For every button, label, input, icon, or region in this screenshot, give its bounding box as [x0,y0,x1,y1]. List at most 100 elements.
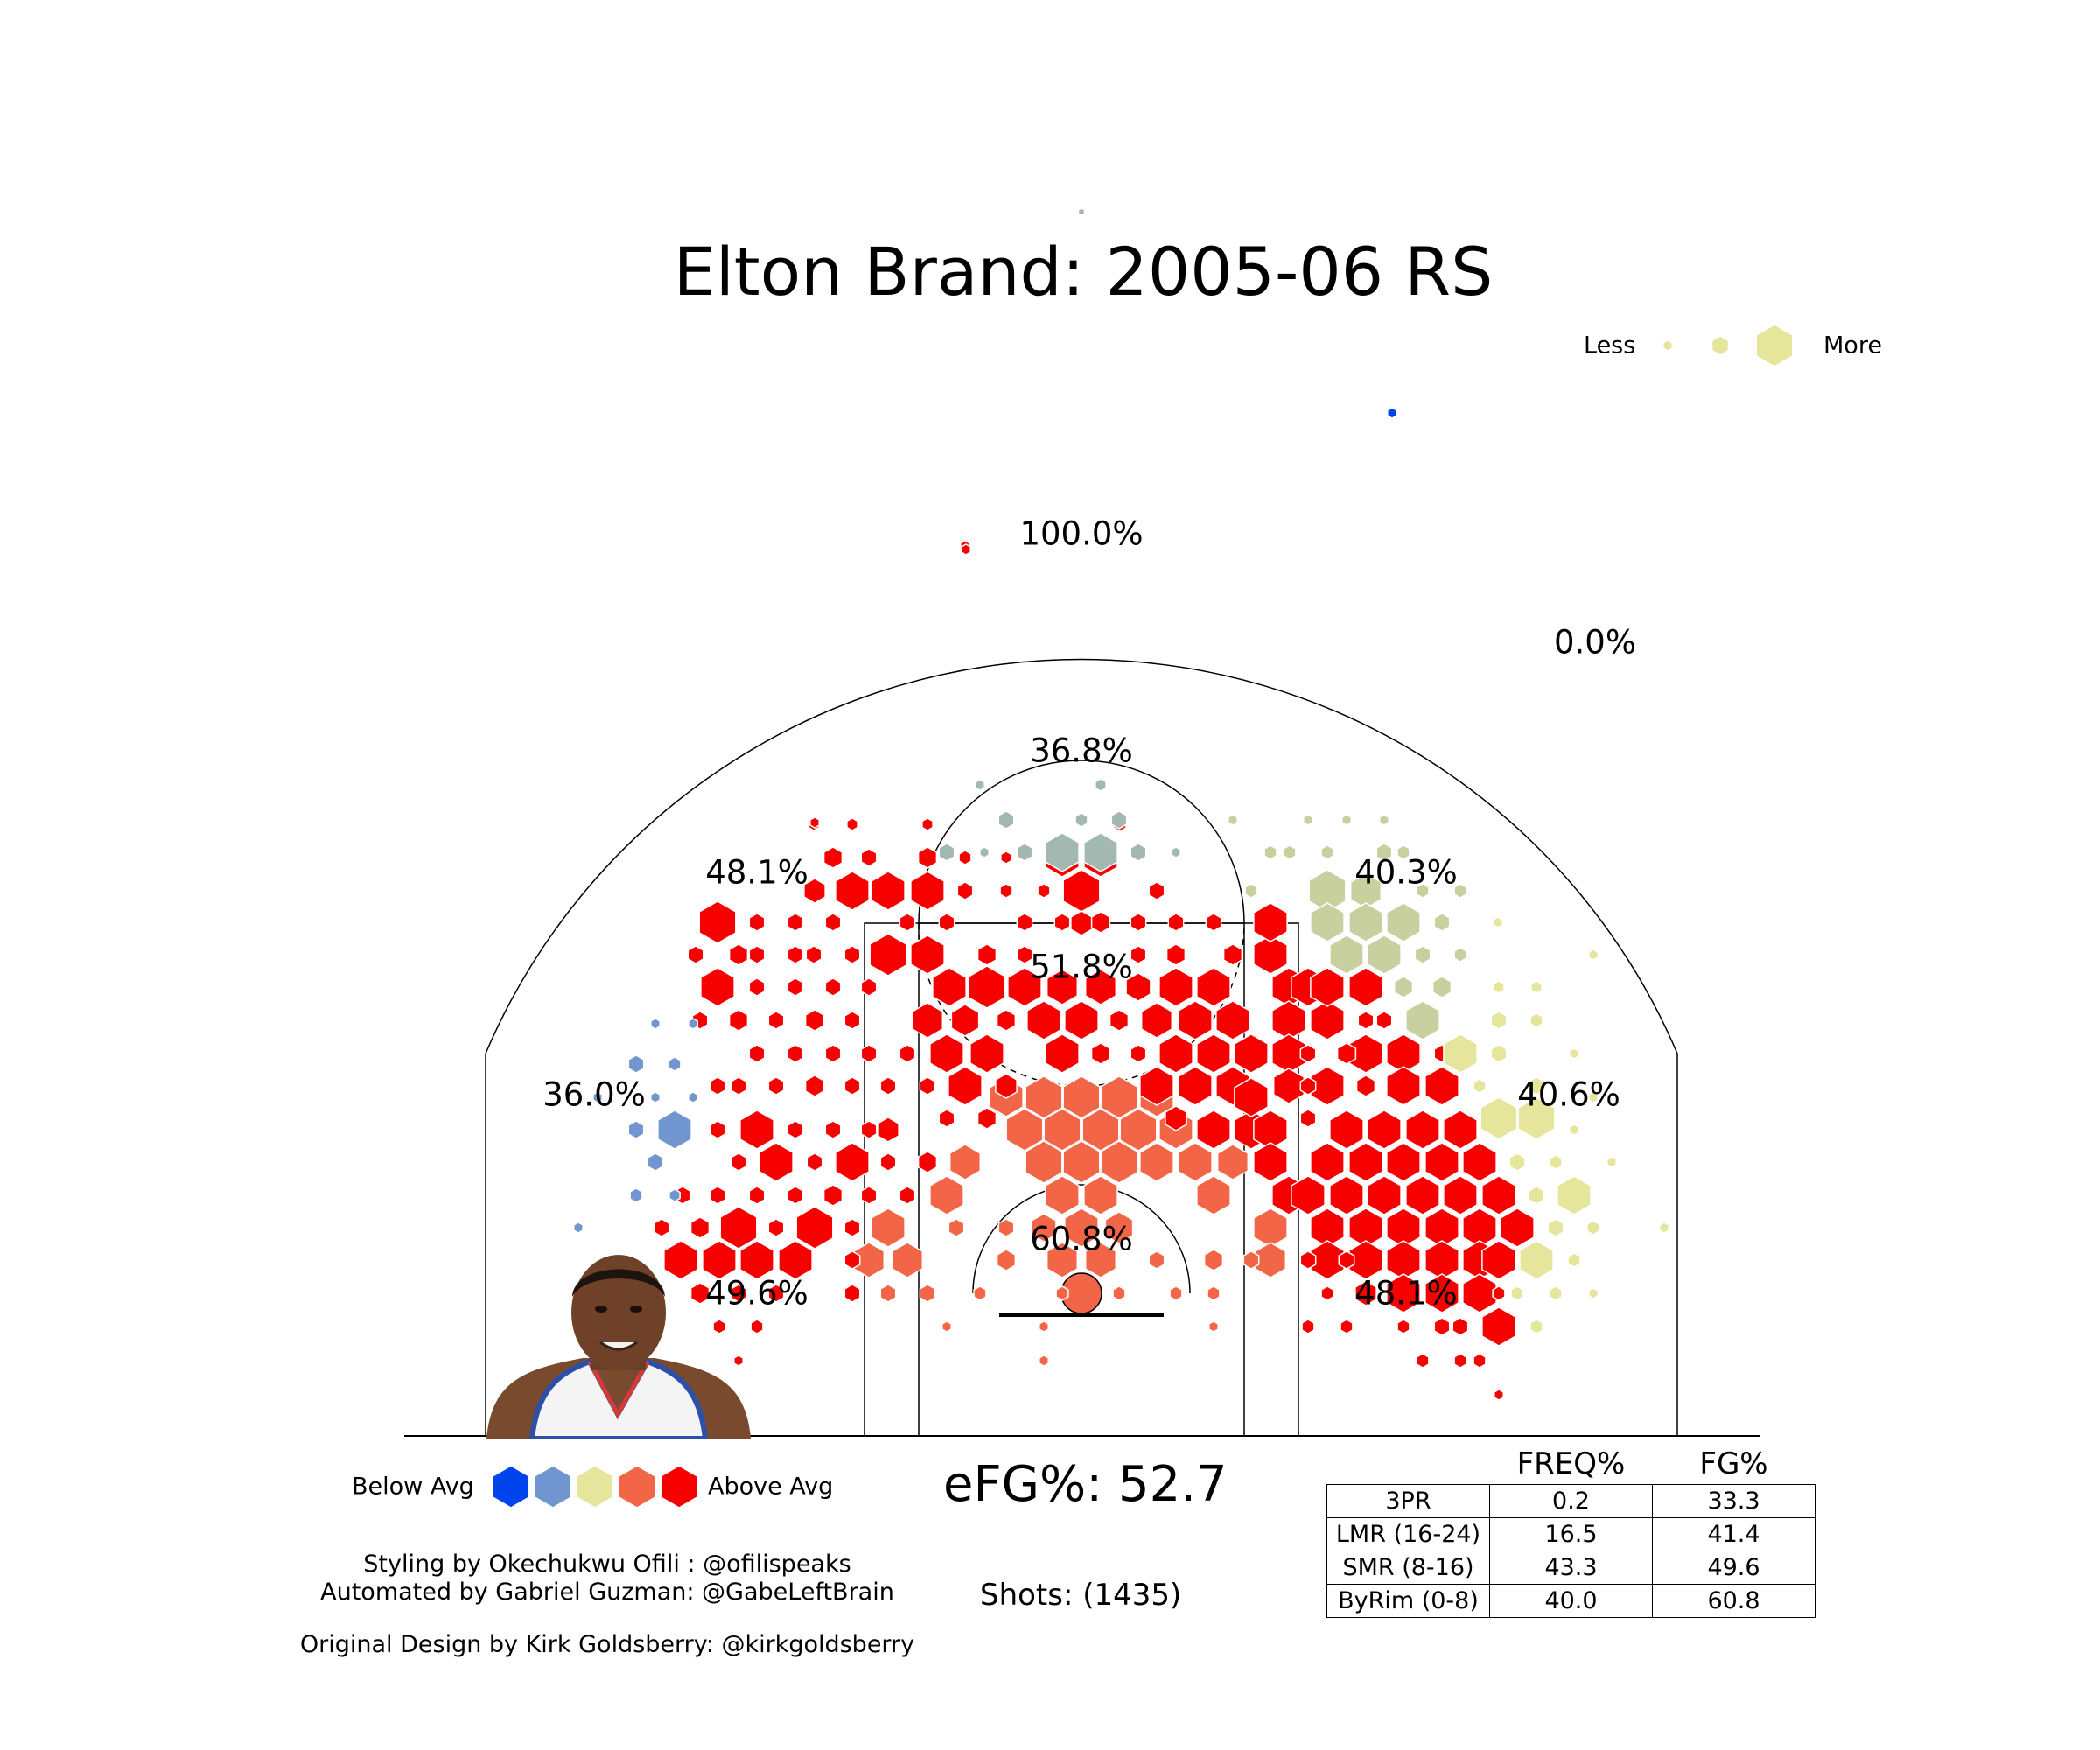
header-blank [1327,1444,1490,1485]
shot-hex [1386,1142,1421,1182]
shot-hex [860,977,878,997]
shot-hex [1125,972,1152,1002]
shot-hex [1424,1066,1460,1106]
shot-hex [860,1120,878,1139]
shot-hex [709,1076,726,1096]
shot-hex [950,1004,980,1037]
shot-hex [1242,1250,1260,1270]
shot-hex [1139,1142,1174,1182]
zone-label-backcourt-left: 100.0% [1019,514,1144,553]
shot-hex [647,1152,664,1172]
shot-hex [1301,1319,1315,1334]
shot-hex [1433,913,1451,932]
shot-hex [1473,1078,1487,1094]
color-legend [492,1465,698,1508]
shot-hex [627,1054,645,1074]
shot-hex [1473,1353,1487,1368]
hair [572,1269,665,1297]
shot-hex [948,1066,983,1106]
shot-hex [871,1208,906,1248]
shot-hex [996,1009,1017,1032]
size-legend-less: Less [1584,332,1636,360]
shot-hex [824,1120,842,1139]
shot-hex [1104,1211,1134,1244]
free-throw-circle-top [918,760,1245,924]
shot-hex [1046,1242,1079,1278]
shot-hex [730,1152,747,1172]
shot-hex [767,1076,785,1096]
shot-hex [1254,1242,1287,1278]
shot-hex [1424,1142,1460,1182]
shot-hex [1016,913,1033,932]
shot-hex [1083,1175,1118,1215]
shot-hex [1329,934,1364,975]
shot-hex [1025,1140,1063,1184]
shot-hex [1493,916,1503,928]
shot-hex [809,816,820,829]
shot-hex [1055,1285,1069,1301]
shot-hex [668,1188,681,1202]
shot-hex [835,1142,870,1182]
shot-hex [1481,1306,1516,1347]
shot-hex [822,846,844,869]
shot-hex [803,878,826,904]
shot-hex [1340,1319,1354,1334]
shot-hex [690,1216,710,1239]
shot-hex [712,1319,726,1334]
shot-hex [1416,883,1430,899]
shot-hex [805,945,822,964]
table-row: SMR (8-16) 43.3 49.6 [1326,1550,1816,1585]
zone-label-right-elbow: 40.3% [1354,853,1458,892]
shot-hex [709,1120,726,1139]
shot-hex [728,943,749,966]
efg-value: eFG%: 52.7 [943,1456,1228,1513]
size-legend-hex-medium [1711,335,1730,356]
shot-hex [1588,948,1599,961]
shot-hex [1228,814,1238,826]
shot-hex [778,1240,813,1280]
shot-hex [919,1284,936,1303]
shot-hex [688,1091,698,1103]
chart-title: Elton Brand: 2005-06 RS [673,233,1494,311]
shot-hex [573,1222,584,1234]
shot-hex [1494,1389,1504,1401]
shot-hex [1090,911,1111,934]
shot-hex [787,945,804,964]
row-label: LMR (16-24) [1326,1517,1490,1551]
shot-hex [1299,1250,1317,1270]
shot-hex [759,1142,794,1182]
row-fg: 60.8 [1652,1584,1816,1618]
shot-hex [1007,967,1042,1007]
shot-hex [1519,1240,1554,1280]
table-row: ByRim (0-8) 40.0 60.8 [1326,1584,1816,1618]
zone-label-right-wing: 40.6% [1517,1075,1620,1114]
shot-hex [1148,1250,1166,1270]
jersey-collar [587,1360,650,1419]
smile [599,1340,638,1351]
shot-hex [1016,945,1033,964]
player-photo [486,1251,751,1438]
shot-hex [1432,976,1452,998]
row-label: ByRim (0-8) [1326,1584,1490,1618]
color-legend-above: Above Avg [708,1473,834,1501]
shot-hex [998,1218,1015,1237]
shot-hex [1084,969,1117,1005]
shot-hex [822,1184,844,1207]
row-freq: 40.0 [1489,1584,1653,1618]
shot-hex [1166,943,1186,966]
shot-hex [748,977,766,997]
shot-hex [787,913,804,932]
shot-hex [844,1076,861,1096]
shot-hex [1348,967,1383,1007]
shot-hex [929,1033,964,1074]
shot-hex [844,1284,861,1303]
shot-hex [1158,967,1194,1007]
shot-hex [1386,1066,1421,1106]
shot-hex [1082,1108,1120,1152]
shot-hex [1376,843,1393,862]
shot-hex [1043,1108,1082,1152]
shot-hex [1530,980,1543,994]
shot-hex [921,817,934,831]
shot-hex [1062,869,1101,913]
